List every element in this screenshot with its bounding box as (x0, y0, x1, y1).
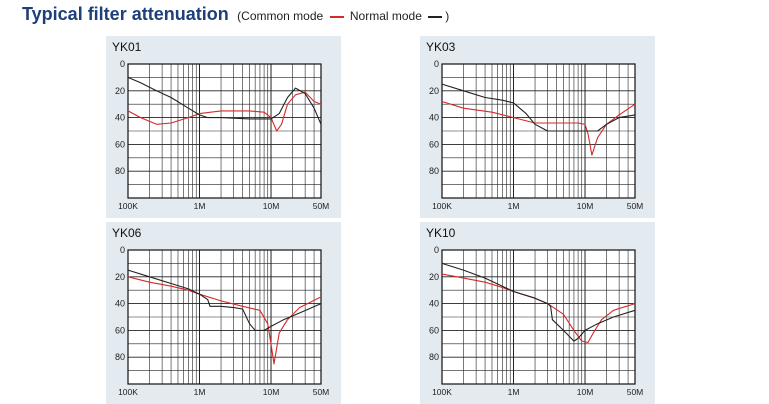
y-tick-label: 20 (429, 86, 439, 96)
x-tick-label: 50M (627, 201, 644, 211)
y-tick-label: 20 (115, 272, 125, 282)
y-tick-label: 40 (115, 299, 125, 309)
y-tick-label: 20 (115, 86, 125, 96)
x-tick-label: 50M (313, 387, 330, 397)
y-tick-label: 60 (115, 139, 125, 149)
series-line-normal-mode (127, 76, 322, 125)
chart-title: YK03 (426, 40, 456, 54)
x-tick-label: 10M (263, 387, 280, 397)
legend-common-line (329, 15, 344, 18)
series-line-normal-mode (127, 269, 322, 331)
y-tick-label: 60 (429, 139, 439, 149)
plot-border (441, 249, 636, 385)
legend: (Common mode Normal mode ) (237, 9, 449, 23)
y-tick-label: 40 (429, 113, 439, 123)
x-tick-label: 100K (118, 201, 138, 211)
attenuation-chart: 0 20 40 60 80 100K 1M 10M 50M (429, 59, 644, 211)
series-line-common-mode (127, 276, 322, 365)
x-tick-label: 1M (508, 201, 520, 211)
page-title: Typical filter attenuation (22, 4, 229, 24)
y-tick-label: 0 (434, 245, 439, 255)
series-line-common-mode (127, 91, 322, 132)
y-tick-label: 60 (115, 325, 125, 335)
y-tick-label: 40 (115, 113, 125, 123)
plot-border (127, 63, 322, 199)
y-tick-label: 0 (434, 59, 439, 69)
attenuation-chart: 0 20 40 60 80 100K 1M 10M 50M (115, 59, 330, 211)
chart-panel-yk01: YK01 0 20 40 60 80 100K 1M 10M 50M (106, 36, 341, 218)
chart-panel-yk03: YK03 0 20 40 60 80 100K 1M 10M 50M (420, 36, 655, 218)
legend-normal-label: Normal mode (349, 9, 422, 23)
x-tick-label: 1M (508, 387, 520, 397)
series-line-common-mode (441, 100, 636, 156)
legend-common-label: (Common mode (237, 9, 324, 23)
y-tick-label: 20 (429, 272, 439, 282)
x-tick-label: 1M (194, 201, 206, 211)
y-tick-label: 40 (429, 299, 439, 309)
y-tick-label: 80 (429, 166, 439, 176)
y-tick-label: 0 (120, 245, 125, 255)
y-tick-label: 60 (429, 325, 439, 335)
chart-title: YK01 (112, 40, 142, 54)
legend-normal-line (428, 15, 443, 18)
series-line-common-mode (441, 273, 636, 344)
y-tick-label: 80 (115, 352, 125, 362)
chart-panel-yk06: YK06 0 20 40 60 80 100K 1M 10M 50M (106, 222, 341, 404)
legend-close: ) (445, 9, 450, 23)
y-tick-label: 80 (429, 352, 439, 362)
series-line-normal-mode (441, 262, 636, 342)
chart-heading: Typical filter attenuation (Common mode … (22, 4, 449, 25)
x-tick-label: 50M (627, 387, 644, 397)
chart-panel-yk10: YK10 0 20 40 60 80 100K 1M 10M 50M (420, 222, 655, 404)
chart-title: YK10 (426, 226, 456, 240)
x-tick-label: 100K (432, 201, 452, 211)
plot-border (441, 63, 636, 199)
x-tick-label: 10M (263, 201, 280, 211)
y-tick-label: 80 (115, 166, 125, 176)
x-tick-label: 100K (432, 387, 452, 397)
chart-title: YK06 (112, 226, 142, 240)
x-tick-label: 50M (313, 201, 330, 211)
x-tick-label: 10M (577, 387, 594, 397)
attenuation-chart: 0 20 40 60 80 100K 1M 10M 50M (429, 245, 644, 397)
attenuation-chart: 0 20 40 60 80 100K 1M 10M 50M (115, 245, 330, 397)
x-tick-label: 1M (194, 387, 206, 397)
y-tick-label: 0 (120, 59, 125, 69)
series-line-normal-mode (441, 83, 636, 132)
plot-border (127, 249, 322, 385)
x-tick-label: 100K (118, 387, 138, 397)
x-tick-label: 10M (577, 201, 594, 211)
